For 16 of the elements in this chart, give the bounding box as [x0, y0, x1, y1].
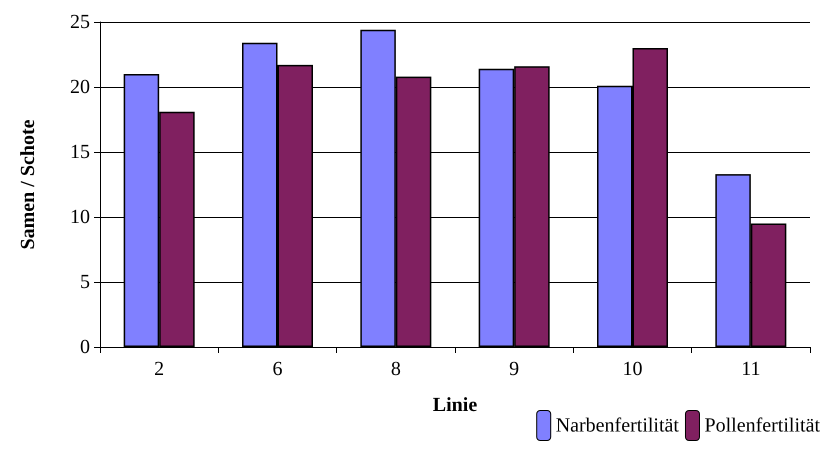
x-tick-label: 2 — [154, 358, 164, 380]
y-axis-title: Samen / Schote — [17, 119, 39, 250]
x-tick-label: 6 — [272, 358, 282, 380]
y-tick-label: 5 — [80, 271, 90, 293]
x-tick-label: 8 — [390, 358, 401, 380]
legend-label: Pollenfertilität — [704, 414, 820, 436]
x-tick-label: 9 — [509, 358, 520, 380]
x-axis-title: Linie — [432, 394, 478, 416]
y-tick-label: 10 — [70, 206, 90, 228]
y-tick-label: 0 — [80, 336, 90, 358]
legend-label: Narbenfertilität — [556, 414, 680, 436]
x-tick-label: 10 — [622, 358, 642, 380]
y-tick-label: 25 — [70, 11, 90, 33]
x-tick-label: 11 — [741, 358, 760, 380]
y-tick-label: 20 — [70, 76, 90, 98]
y-tick-label: 15 — [70, 141, 90, 163]
